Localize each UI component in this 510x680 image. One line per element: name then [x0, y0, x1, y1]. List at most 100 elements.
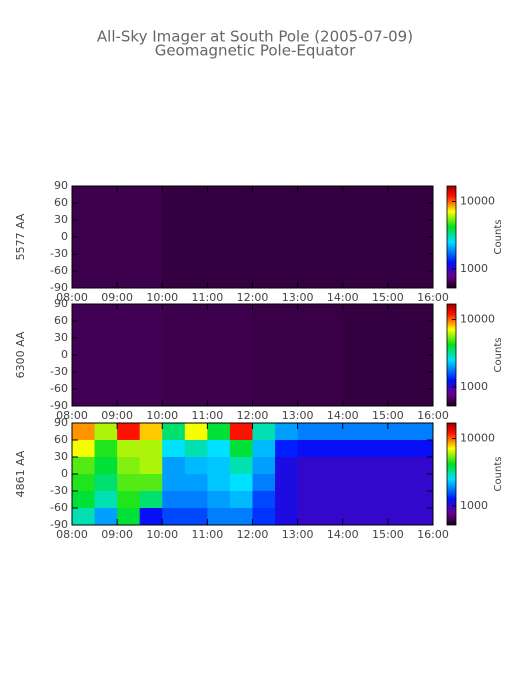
- y-tick-label: 0: [61, 230, 68, 243]
- y-tick-label: 90: [54, 297, 68, 310]
- x-tick-label: 16:00: [417, 409, 449, 422]
- colorbar-tick-label: 1000: [460, 499, 488, 512]
- heat-cell: [387, 474, 411, 492]
- heat-cell: [410, 423, 434, 441]
- y-tick-label: 60: [54, 314, 68, 327]
- heat-cell: [72, 186, 163, 289]
- heat-cell: [342, 186, 434, 289]
- heat-cell: [184, 440, 208, 458]
- heat-cell: [207, 440, 231, 458]
- heat-cell: [297, 423, 321, 441]
- heat-cell: [387, 440, 411, 458]
- heat-cell: [342, 440, 366, 458]
- heat-cell: [117, 508, 141, 526]
- y-tick-label: 0: [61, 467, 68, 480]
- heat-cell: [72, 304, 163, 407]
- heat-cell: [229, 423, 253, 441]
- heat-cell: [320, 508, 344, 526]
- x-tick-label: 14:00: [327, 409, 359, 422]
- heat-cell: [252, 423, 276, 441]
- heat-cell: [162, 304, 253, 407]
- y-axis-label: 6300 AA: [14, 331, 27, 378]
- x-tick-label: 16:00: [417, 291, 449, 304]
- figure-title: All-Sky Imager at South Pole (2005-07-09…: [97, 28, 413, 46]
- heat-cell: [229, 457, 253, 475]
- x-tick-label: 14:00: [327, 528, 359, 541]
- x-tick-label: 10:00: [146, 409, 178, 422]
- x-tick-label: 10:00: [146, 528, 178, 541]
- heat-cell: [365, 508, 389, 526]
- heat-cell: [275, 457, 299, 475]
- heat-cell: [139, 474, 163, 492]
- heat-cell: [207, 474, 231, 492]
- x-tick-label: 15:00: [372, 291, 404, 304]
- x-tick-label: 13:00: [282, 409, 314, 422]
- heat-cell: [162, 508, 186, 526]
- x-tick-label: 12:00: [237, 528, 269, 541]
- heat-cell: [342, 304, 434, 407]
- heat-cell: [342, 457, 366, 475]
- heat-cell: [275, 491, 299, 509]
- heat-cell: [297, 457, 321, 475]
- y-tick-label: -30: [50, 365, 68, 378]
- heat-cell: [365, 423, 389, 441]
- heat-cell: [184, 508, 208, 526]
- heat-cell: [72, 440, 96, 458]
- heat-cell: [297, 508, 321, 526]
- heat-cell: [139, 508, 163, 526]
- heat-cell: [320, 457, 344, 475]
- y-tick-label: -30: [50, 484, 68, 497]
- y-tick-label: -90: [50, 281, 68, 294]
- colorbar: [446, 422, 457, 526]
- heat-cell: [365, 491, 389, 509]
- heat-cell: [162, 423, 186, 441]
- y-tick-label: 90: [54, 179, 68, 192]
- heat-cell: [342, 508, 366, 526]
- x-tick-label: 13:00: [282, 528, 314, 541]
- heat-cell: [387, 508, 411, 526]
- heat-cell: [184, 423, 208, 441]
- figure-subtitle: Geomagnetic Pole-Equator: [155, 42, 356, 60]
- heat-cell: [162, 457, 186, 475]
- heat-cell: [72, 423, 96, 441]
- heat-cell: [94, 474, 118, 492]
- colorbar: [446, 185, 457, 289]
- colorbar: [446, 303, 457, 407]
- colorbar-tick-label: 1000: [460, 262, 488, 275]
- heat-cell: [410, 508, 434, 526]
- heat-cell: [252, 508, 276, 526]
- heat-cell: [275, 508, 299, 526]
- heat-cell: [207, 423, 231, 441]
- x-tick-label: 10:00: [146, 291, 178, 304]
- heat-cell: [252, 474, 276, 492]
- y-tick-label: 30: [54, 450, 68, 463]
- heat-cell: [252, 491, 276, 509]
- heat-cell: [252, 186, 344, 289]
- y-tick-label: -90: [50, 518, 68, 531]
- x-tick-label: 11:00: [192, 291, 224, 304]
- heat-cell: [139, 440, 163, 458]
- heat-cell: [297, 491, 321, 509]
- x-tick-label: 15:00: [372, 409, 404, 422]
- heat-cell: [207, 491, 231, 509]
- x-tick-label: 09:00: [101, 528, 133, 541]
- heat-cell: [387, 457, 411, 475]
- heat-cell: [342, 423, 366, 441]
- x-tick-label: 11:00: [192, 409, 224, 422]
- y-tick-label: 90: [54, 416, 68, 429]
- y-tick-label: 0: [61, 348, 68, 361]
- x-tick-label: 08:00: [56, 409, 88, 422]
- heat-cell: [410, 491, 434, 509]
- y-axis-label: 4861 AA: [14, 450, 27, 497]
- colorbar-tick-label: 1000: [460, 380, 488, 393]
- colorbar-tick-label: 10000: [460, 432, 495, 445]
- heat-cell: [342, 474, 366, 492]
- y-tick-label: -60: [50, 382, 68, 395]
- heat-cell: [94, 423, 118, 441]
- heat-cell: [162, 440, 186, 458]
- heat-cell: [94, 508, 118, 526]
- y-tick-label: -60: [50, 501, 68, 514]
- x-tick-label: 08:00: [56, 528, 88, 541]
- heat-cell: [342, 491, 366, 509]
- heat-cell: [162, 474, 186, 492]
